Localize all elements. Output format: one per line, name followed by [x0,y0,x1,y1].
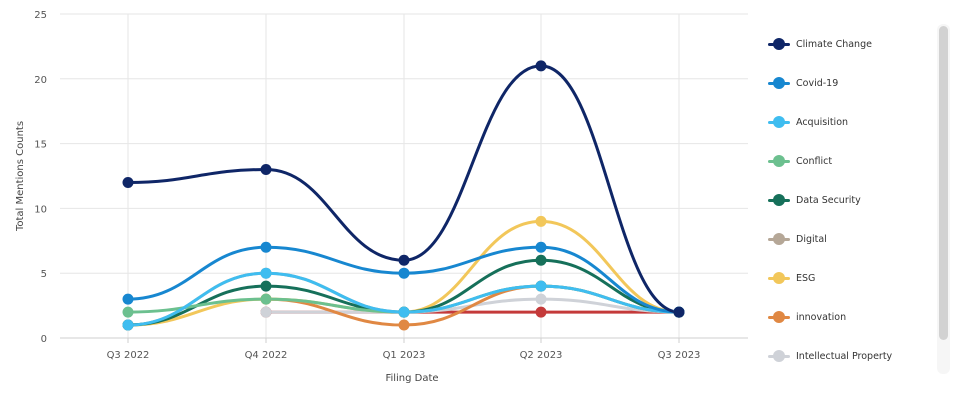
x-tick-label: Q4 2022 [245,350,288,361]
legend-item-acquisition[interactable]: Acquisition [768,113,936,131]
data-point[interactable] [260,267,272,279]
legend-dot [773,194,785,206]
legend-label: Conflict [796,155,833,167]
legend-label: Acquisition [796,116,849,128]
legend-dot [773,272,785,284]
data-point[interactable] [260,241,272,253]
data-point[interactable] [122,293,134,305]
chart-area: 0 5 10 15 20 25 Q3 2022 Q4 2022 Q1 2023 Q2 2023 Q3… [15,10,748,384]
data-point[interactable] [535,306,547,318]
grid [60,13,748,338]
legend-swatch [768,271,790,285]
data-point[interactable] [535,215,547,227]
data-point[interactable] [398,319,410,331]
y-tick-label: 20 [34,75,47,86]
legend-label: Data Security [796,194,861,206]
legend-dot [773,155,785,167]
legend-scrollbar-thumb[interactable] [939,26,948,340]
x-tick-label: Q3 2023 [658,350,701,361]
data-point[interactable] [260,293,272,305]
legend-scrollbar[interactable] [937,24,950,374]
legend-swatch [768,193,790,207]
legend-dot [773,233,785,245]
series-points [122,60,685,331]
legend-label: ESG [796,272,816,284]
x-axis-title: Filing Date [385,373,438,384]
y-tick-label: 15 [34,140,47,151]
data-point[interactable] [673,306,685,318]
x-tick-label: Q3 2022 [107,350,150,361]
legend-item-innovation[interactable]: innovation [768,308,936,326]
legend-label: innovation [796,311,847,323]
legend-item-digital[interactable]: Digital [768,230,936,248]
y-tick-label: 5 [41,269,47,280]
data-point[interactable] [535,254,547,266]
legend-swatch [768,232,790,246]
data-point[interactable] [398,267,410,279]
legend-label: Intellectual Property [796,350,893,362]
axes: 0 5 10 15 20 25 Q3 2022 Q4 2022 Q1 2023 Q2 2023 Q3… [34,10,748,361]
legend-swatch [768,349,790,363]
legend-dot [773,116,785,128]
legend-item-data-security[interactable]: Data Security [768,191,936,209]
legend-dot [773,77,785,89]
data-point[interactable] [535,241,547,253]
y-tick-label: 10 [34,204,47,215]
data-point[interactable] [535,293,547,305]
y-tick-label: 0 [41,334,47,345]
legend-dot [773,38,785,50]
legend-dot [773,350,785,362]
legend-item-conflict[interactable]: Conflict [768,152,936,170]
legend-swatch [768,37,790,51]
data-point[interactable] [122,319,134,331]
data-point[interactable] [535,280,547,292]
data-point[interactable] [260,306,272,318]
data-point[interactable] [260,164,272,176]
legend-swatch [768,154,790,168]
legend-item-esg[interactable]: ESG [768,269,936,287]
data-point[interactable] [122,306,134,318]
x-tick-label: Q1 2023 [383,350,426,361]
legend-item-climate-change[interactable]: Climate Change [768,35,936,53]
y-axis-title: Total Mentions Counts [15,121,26,232]
data-point[interactable] [260,280,272,292]
data-point[interactable] [535,60,547,72]
legend-label: Climate Change [796,38,872,50]
legend: Climate Change Covid-19 Acquisition Conflic… [768,26,936,374]
legend-swatch [768,115,790,129]
legend-dot [773,311,785,323]
data-point[interactable] [122,176,134,188]
legend-label: Digital [796,233,827,245]
data-point[interactable] [398,306,410,318]
legend-item-intellectual-property[interactable]: Intellectual Property [768,347,936,365]
x-tick-label: Q2 2023 [520,350,563,361]
data-point[interactable] [398,254,410,266]
series-line-climate-change[interactable] [126,64,681,314]
y-tick-label: 25 [34,10,47,21]
legend-swatch [768,76,790,90]
legend-swatch [768,310,790,324]
legend-item-covid-19[interactable]: Covid-19 [768,74,936,92]
legend-label: Covid-19 [796,77,839,89]
line-chart: 0 5 10 15 20 25 Q3 2022 Q4 2022 Q1 2023 Q2 2023 Q3… [15,10,748,384]
